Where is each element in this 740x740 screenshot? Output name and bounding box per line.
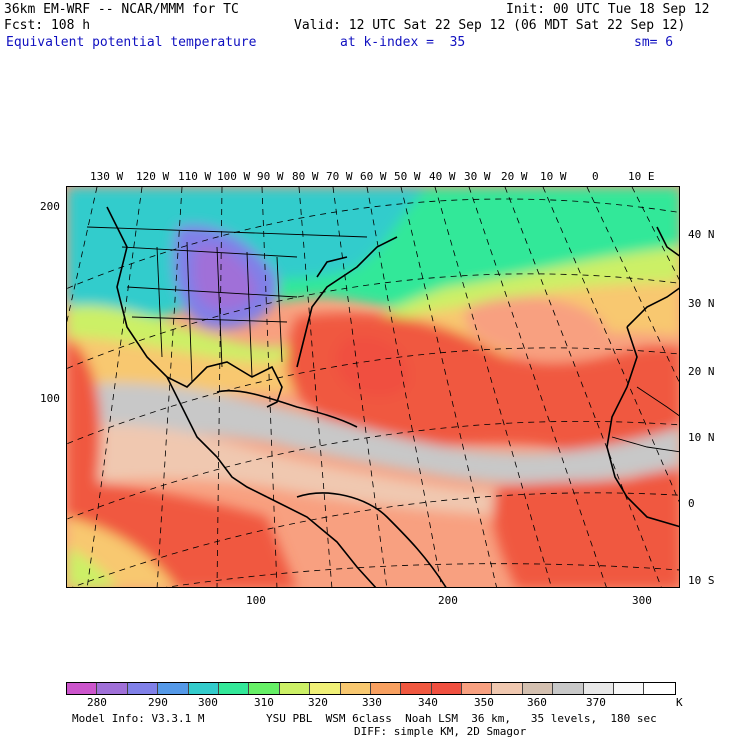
scale-label: 300 <box>198 696 218 709</box>
color-swatch <box>522 683 554 694</box>
lon-label: 0 <box>592 170 599 183</box>
lon-label: 110 W <box>178 170 212 183</box>
field-name: Equivalent potential temperature <box>6 35 257 50</box>
lon-label: 80 W <box>292 170 319 183</box>
smoothing: sm= 6 <box>634 35 674 50</box>
color-swatch <box>67 683 98 694</box>
color-swatch <box>249 683 280 694</box>
scale-label: 350 <box>474 696 494 709</box>
color-swatch <box>370 683 402 694</box>
model-info: Model Info: V3.3.1 M <box>72 712 205 725</box>
lon-label: 30 W <box>464 170 491 183</box>
grid-x-label: 200 <box>438 594 458 607</box>
lat-label: 10 S <box>688 574 715 587</box>
scale-label: 340 <box>418 696 438 709</box>
lat-label: 20 N <box>688 365 715 378</box>
model-title: 36km EM-WRF -- NCAR/MMM for TC <box>4 2 239 17</box>
level-index: at k-index = 35 <box>340 35 466 50</box>
political-borders <box>86 226 679 453</box>
init-time: Init: 00 UTC Tue 18 Sep 12 <box>506 2 710 17</box>
forecast-hour: Fcst: 108 h <box>4 18 91 33</box>
color-swatch <box>583 683 615 694</box>
color-swatch <box>310 683 341 694</box>
lon-label: 130 W <box>90 170 124 183</box>
lon-label: 100 W <box>217 170 251 183</box>
color-swatch <box>492 683 523 694</box>
scale-label: 280 <box>87 696 107 709</box>
color-swatch <box>431 683 463 694</box>
color-swatch <box>97 683 128 694</box>
lon-label: 60 W <box>360 170 387 183</box>
scale-label: 330 <box>362 696 382 709</box>
lon-label: 120 W <box>136 170 170 183</box>
coastlines <box>106 206 679 587</box>
theta-e-map <box>66 186 680 588</box>
color-swatch <box>279 683 311 694</box>
color-swatch <box>644 683 675 694</box>
grid-y-label: 100 <box>40 392 60 405</box>
color-swatch <box>127 683 159 694</box>
lon-label: 40 W <box>429 170 456 183</box>
diffusion-info: DIFF: simple KM, 2D Smagor <box>354 725 527 738</box>
lat-label: 40 N <box>688 228 715 241</box>
grid-y-label: 200 <box>40 200 60 213</box>
lon-label: 10 E <box>628 170 655 183</box>
scale-label: 320 <box>308 696 328 709</box>
color-swatch <box>188 683 219 694</box>
valid-time: Valid: 12 UTC Sat 22 Sep 12 (06 MDT Sat … <box>294 18 686 33</box>
lat-label: 0 <box>688 497 695 510</box>
color-swatch <box>553 683 584 694</box>
color-swatch <box>614 683 645 694</box>
lon-label: 50 W <box>394 170 421 183</box>
lat-label: 10 N <box>688 431 715 444</box>
scale-unit: K <box>676 696 683 709</box>
scale-label: 370 <box>586 696 606 709</box>
color-swatch <box>462 683 493 694</box>
color-swatch <box>158 683 189 694</box>
color-swatch <box>401 683 432 694</box>
lon-label: 70 W <box>326 170 353 183</box>
grid-x-label: 300 <box>632 594 652 607</box>
lon-label: 10 W <box>540 170 567 183</box>
grid-x-label: 100 <box>246 594 266 607</box>
scale-label: 310 <box>254 696 274 709</box>
lon-label: 20 W <box>501 170 528 183</box>
theta-e-field <box>67 187 679 587</box>
scale-label: 290 <box>148 696 168 709</box>
lon-label: 90 W <box>257 170 284 183</box>
color-swatch <box>340 683 371 694</box>
map-graphic <box>67 187 679 587</box>
color-scale-bar <box>66 682 676 695</box>
color-swatch <box>218 683 250 694</box>
physics-info: YSU PBL WSM 6class Noah LSM 36 km, 35 le… <box>266 712 657 725</box>
lat-label: 30 N <box>688 297 715 310</box>
scale-label: 360 <box>527 696 547 709</box>
